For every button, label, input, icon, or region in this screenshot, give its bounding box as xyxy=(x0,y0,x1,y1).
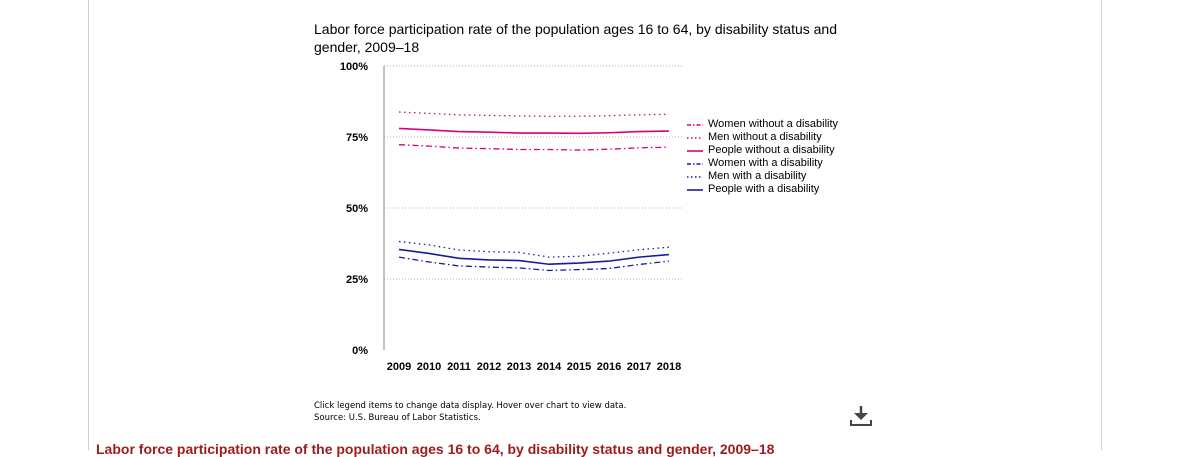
legend-swatch xyxy=(687,188,703,191)
y-axis-ticks: 0% 25% 50% 75% 100% xyxy=(340,61,368,357)
series-lines[interactable] xyxy=(398,111,670,272)
content-border-right xyxy=(1101,0,1102,450)
chart-instruction: Click legend items to change data displa… xyxy=(314,401,627,411)
x-tick-label: 2013 xyxy=(507,361,531,373)
x-tick-label: 2009 xyxy=(387,361,411,373)
legend-swatch xyxy=(687,149,703,152)
x-tick-label: 2014 xyxy=(537,361,562,373)
series-line[interactable] xyxy=(398,111,670,117)
legend-item[interactable]: Men without a disability xyxy=(686,131,838,144)
legend-swatch xyxy=(687,136,703,139)
content-border-left xyxy=(88,0,89,450)
chart-legend[interactable]: Women without a disability Men without a … xyxy=(686,118,838,196)
legend-label: People without a disability xyxy=(708,144,835,156)
series-line[interactable] xyxy=(398,144,670,151)
legend-item[interactable]: People with a disability xyxy=(686,183,838,196)
legend-item[interactable]: Women without a disability xyxy=(686,118,838,131)
legend-item[interactable]: Men with a disability xyxy=(686,170,838,183)
legend-item[interactable]: Women with a disability xyxy=(686,157,838,170)
chart-source: Source: U.S. Bureau of Labor Statistics. xyxy=(314,413,481,423)
x-tick-label: 2012 xyxy=(477,361,501,373)
x-tick-label: 2015 xyxy=(567,361,591,373)
download-icon xyxy=(850,406,872,426)
y-tick-label: 50% xyxy=(346,203,368,215)
section-heading: Labor force participation rate of the po… xyxy=(96,441,775,457)
download-button[interactable] xyxy=(848,404,874,428)
x-tick-label: 2011 xyxy=(447,361,471,373)
legend-label: Men without a disability xyxy=(708,131,822,143)
grid-lines xyxy=(384,65,684,280)
chart-notes: Click legend items to change data displa… xyxy=(314,400,626,424)
legend-swatch xyxy=(687,162,703,165)
legend-swatch xyxy=(687,123,703,126)
x-tick-label: 2018 xyxy=(657,361,681,373)
legend-item[interactable]: People without a disability xyxy=(686,144,838,157)
y-tick-label: 75% xyxy=(346,132,368,144)
y-tick-label: 25% xyxy=(346,274,368,286)
x-tick-label: 2010 xyxy=(417,361,441,373)
x-tick-label: 2017 xyxy=(627,361,651,373)
x-tick-label: 2016 xyxy=(597,361,621,373)
legend-label: Women with a disability xyxy=(708,157,823,169)
x-axis-ticks: 2009 2010 2011 2012 2013 2014 2015 2016 2017 2018 xyxy=(387,361,681,373)
series-line[interactable] xyxy=(398,248,670,266)
chart-title: Labor force participation rate of the po… xyxy=(314,20,838,55)
y-tick-label: 100% xyxy=(340,61,368,73)
legend-label: Women without a disability xyxy=(708,118,839,130)
series-line[interactable] xyxy=(398,240,670,258)
legend-label: People with a disability xyxy=(708,183,820,195)
series-line[interactable] xyxy=(398,127,670,135)
y-tick-label: 0% xyxy=(352,345,368,357)
series-line[interactable] xyxy=(398,256,670,272)
legend-label: Men with a disability xyxy=(708,170,807,182)
legend-swatch xyxy=(687,175,703,178)
